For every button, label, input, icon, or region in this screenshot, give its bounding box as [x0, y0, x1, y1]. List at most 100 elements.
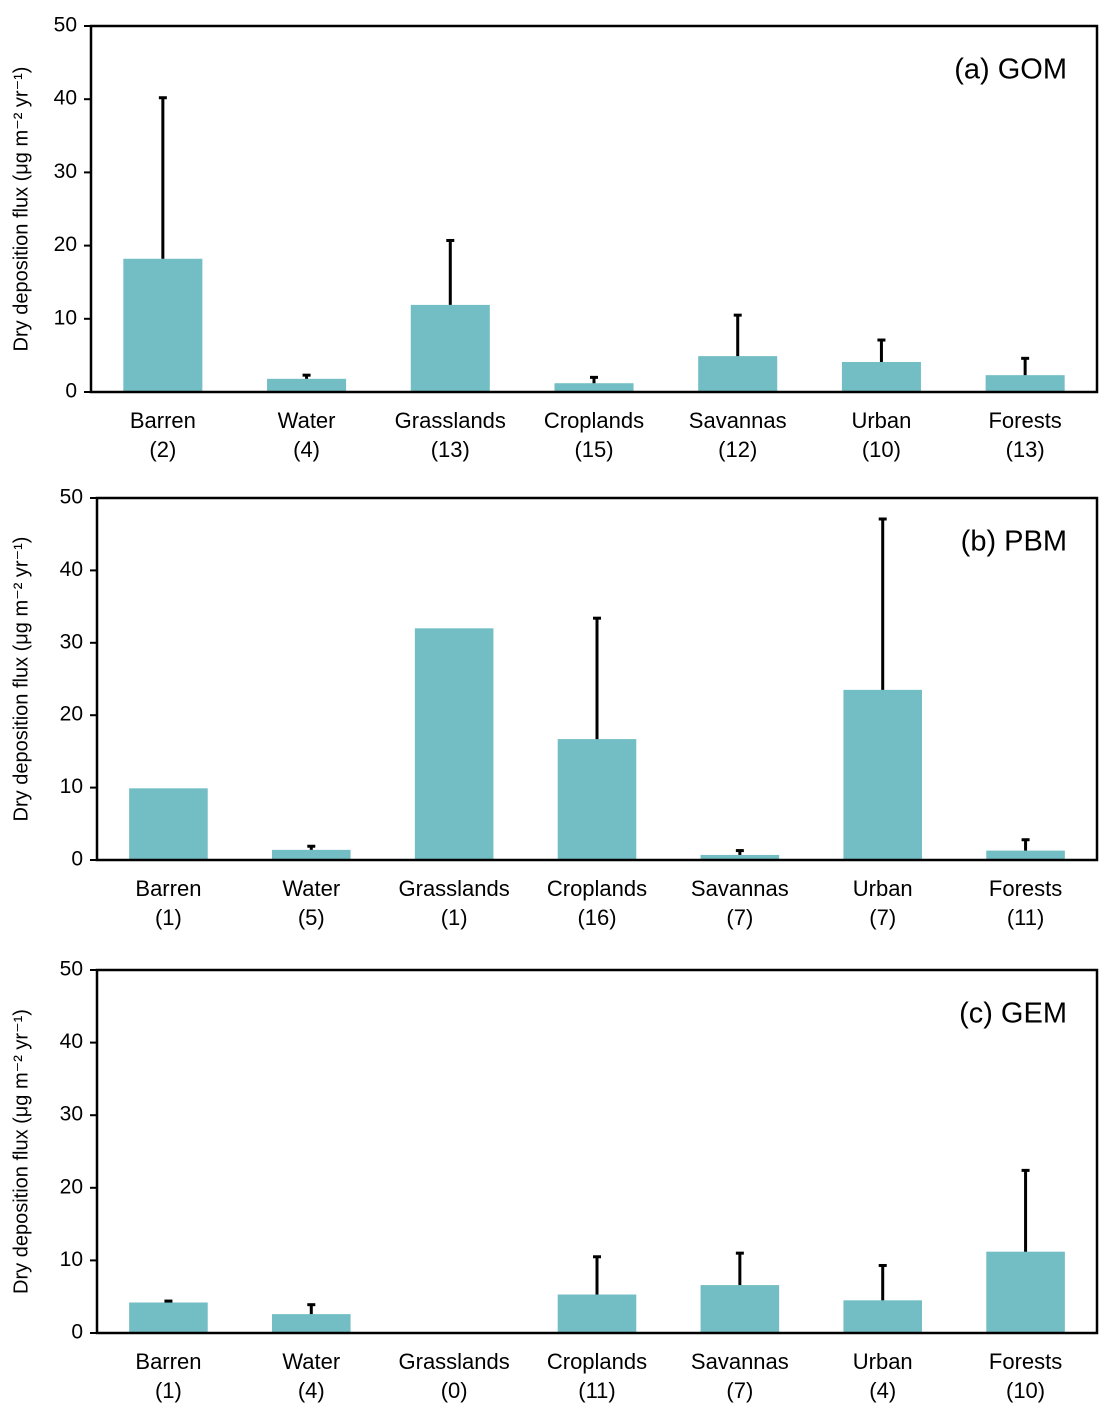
x-tick-count: (5)	[298, 905, 325, 930]
bar	[123, 258, 203, 392]
bar	[557, 739, 637, 860]
bar	[554, 383, 634, 392]
x-tick-count: (7)	[726, 1378, 753, 1403]
x-tick-count: (10)	[862, 437, 901, 462]
annotation: (a) GOM	[954, 54, 1067, 86]
y-tick-label: 50	[60, 486, 83, 509]
bar	[700, 854, 780, 860]
x-tick-label: Urban	[851, 408, 911, 433]
y-tick-label: 20	[54, 233, 77, 256]
y-tick-label: 30	[60, 1103, 83, 1126]
bar	[414, 628, 494, 860]
bar	[841, 361, 921, 392]
x-tick-count: (0)	[441, 1378, 468, 1403]
y-tick-label: 30	[60, 630, 83, 653]
x-tick-label: Croplands	[547, 876, 647, 901]
x-tick-count: (10)	[1006, 1378, 1045, 1403]
y-tick-label: 0	[65, 380, 77, 403]
error-bar	[878, 1263, 887, 1301]
plot-frame	[89, 24, 1099, 394]
error-bar	[735, 1251, 744, 1286]
bar	[267, 378, 347, 392]
x-tick-label: Barren	[135, 1349, 201, 1374]
error-bar	[733, 313, 742, 357]
y-axis-label: Dry deposition flux (μg m⁻² yr⁻¹)	[10, 1009, 32, 1294]
x-tick-count: (2)	[149, 437, 176, 462]
error-bar	[1021, 356, 1030, 376]
x-tick-label: Urban	[853, 1349, 913, 1374]
x-tick-count: (12)	[718, 437, 757, 462]
x-tick-label: Savannas	[689, 408, 787, 433]
y-tick-label: 10	[60, 1248, 83, 1271]
error-bar	[1021, 838, 1030, 851]
x-tick-count: (4)	[869, 1378, 896, 1403]
x-tick-label: Forests	[989, 1349, 1062, 1374]
error-bar	[307, 844, 316, 850]
bar	[698, 356, 778, 392]
error-bar	[877, 338, 886, 362]
y-tick-label: 10	[54, 306, 77, 329]
y-axis-label: Dry deposition flux (μg m⁻² yr⁻¹)	[10, 67, 32, 352]
bar	[272, 1314, 351, 1333]
y-axis-label: Dry deposition flux (μg m⁻² yr⁻¹)	[10, 537, 32, 822]
x-tick-label: Croplands	[547, 1349, 647, 1374]
error-bar	[307, 1303, 316, 1315]
error-bar	[590, 375, 598, 384]
error-bar	[158, 96, 167, 259]
x-tick-label: Croplands	[544, 408, 644, 433]
error-bar	[593, 616, 601, 740]
x-tick-label: Barren	[135, 876, 201, 901]
x-tick-label: Savannas	[691, 1349, 789, 1374]
bar	[557, 1294, 637, 1333]
x-tick-label: Water	[282, 1349, 340, 1374]
x-tick-count: (1)	[441, 905, 468, 930]
y-tick-label: 50	[60, 958, 83, 981]
plot-frame	[95, 968, 1099, 1335]
bar	[986, 850, 1065, 860]
y-tick-label: 40	[60, 558, 83, 581]
x-tick-count: (4)	[293, 437, 320, 462]
x-tick-label: Grasslands	[399, 1349, 510, 1374]
y-tick-label: 40	[54, 87, 77, 110]
bar	[843, 1300, 922, 1333]
annotation: (b) PBM	[961, 526, 1067, 558]
x-tick-count: (15)	[574, 437, 613, 462]
y-tick-label: 40	[60, 1030, 83, 1053]
bar	[700, 1285, 780, 1333]
x-tick-label: Barren	[130, 408, 196, 433]
bar	[410, 304, 490, 392]
x-tick-count: (1)	[155, 905, 182, 930]
y-tick-label: 30	[54, 160, 77, 183]
x-tick-label: Forests	[988, 408, 1061, 433]
x-tick-count: (13)	[1006, 437, 1045, 462]
y-tick-label: 50	[54, 14, 77, 37]
bar	[985, 375, 1065, 392]
error-bar	[302, 373, 311, 379]
plot-frame	[95, 496, 1099, 862]
annotation: (c) GEM	[959, 998, 1067, 1030]
y-tick-label: 0	[71, 1321, 83, 1344]
x-tick-label: Grasslands	[395, 408, 506, 433]
x-tick-count: (7)	[869, 905, 896, 930]
x-tick-count: (13)	[431, 437, 470, 462]
y-tick-label: 20	[60, 703, 83, 726]
bar	[843, 689, 922, 860]
y-tick-label: 10	[60, 775, 83, 798]
error-bar	[446, 238, 455, 305]
error-bar	[593, 1255, 601, 1295]
x-tick-label: Savannas	[691, 876, 789, 901]
bar	[272, 849, 351, 860]
bar	[986, 1251, 1065, 1333]
x-tick-count: (16)	[577, 905, 616, 930]
x-tick-count: (11)	[578, 1378, 616, 1403]
bar	[129, 788, 208, 860]
y-tick-label: 0	[71, 848, 83, 871]
y-tick-label: 20	[60, 1175, 83, 1198]
x-tick-label: Urban	[853, 876, 913, 901]
x-tick-count: (11)	[1007, 905, 1045, 930]
error-bar	[878, 517, 887, 690]
x-tick-label: Grasslands	[399, 876, 510, 901]
x-tick-label: Water	[278, 408, 336, 433]
bar	[129, 1302, 208, 1333]
